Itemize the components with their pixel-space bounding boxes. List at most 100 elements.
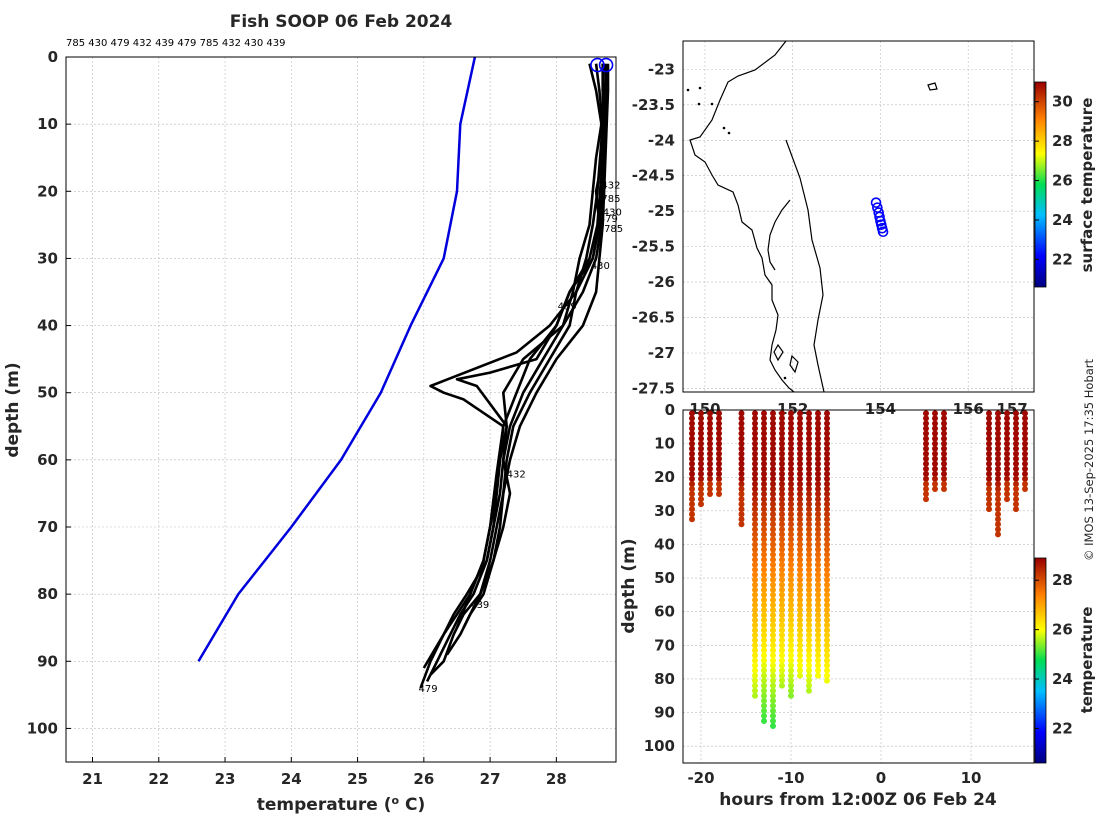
section-point bbox=[1022, 470, 1028, 477]
section-point bbox=[815, 617, 821, 624]
section-point bbox=[824, 546, 830, 553]
section-point bbox=[797, 506, 803, 513]
section-point bbox=[707, 425, 713, 432]
section-point bbox=[815, 450, 821, 457]
section-point bbox=[923, 470, 929, 477]
section-point bbox=[806, 576, 812, 583]
section-point bbox=[815, 496, 821, 503]
section-grid bbox=[683, 409, 1034, 763]
map-point bbox=[877, 226, 889, 238]
section-point bbox=[779, 440, 785, 447]
section-point bbox=[995, 496, 1001, 503]
section-point bbox=[698, 496, 704, 503]
section-point bbox=[752, 642, 758, 649]
section-point bbox=[1022, 455, 1028, 462]
section-point bbox=[797, 541, 803, 548]
temperature-colorbar-tick-label: 22 bbox=[1052, 719, 1073, 737]
section-point bbox=[779, 642, 785, 649]
section-point bbox=[1022, 410, 1028, 417]
temperature-colorbar-tick-label: 24 bbox=[1052, 670, 1073, 688]
section-point bbox=[716, 470, 722, 477]
section-point bbox=[1004, 450, 1010, 457]
section-point bbox=[779, 501, 785, 508]
section-point bbox=[923, 445, 929, 452]
section-point bbox=[689, 410, 695, 417]
section-point bbox=[770, 475, 776, 482]
section-point bbox=[815, 561, 821, 568]
section-point bbox=[788, 415, 794, 422]
section-point bbox=[806, 682, 812, 689]
section-point bbox=[761, 465, 767, 472]
section-point bbox=[770, 531, 776, 538]
temperature-colorbar-ticks: 22 24 26 28 bbox=[1035, 571, 1073, 737]
section-point bbox=[716, 491, 722, 498]
section-point bbox=[932, 430, 938, 437]
section-point bbox=[788, 667, 794, 674]
section-point bbox=[815, 491, 821, 498]
section-point bbox=[797, 652, 803, 659]
profile-annotation: 432 bbox=[507, 469, 526, 480]
section-point bbox=[752, 576, 758, 583]
map-y-tick-label: -24 bbox=[648, 131, 675, 149]
section-point bbox=[815, 622, 821, 629]
section-point bbox=[815, 652, 821, 659]
section-point bbox=[770, 662, 776, 669]
section-point bbox=[761, 632, 767, 639]
section-point bbox=[770, 692, 776, 699]
section-point bbox=[797, 546, 803, 553]
section-point bbox=[986, 501, 992, 508]
section-point bbox=[824, 667, 830, 674]
section-point bbox=[995, 526, 1001, 533]
section-point bbox=[824, 460, 830, 467]
section-point bbox=[698, 491, 704, 498]
section-point bbox=[698, 475, 704, 482]
section-point bbox=[923, 465, 929, 472]
section-point bbox=[698, 470, 704, 477]
section-point bbox=[824, 617, 830, 624]
section-point bbox=[824, 607, 830, 614]
section-point bbox=[824, 672, 830, 679]
section-point bbox=[770, 682, 776, 689]
section-point bbox=[752, 460, 758, 467]
y-tick-label: 100 bbox=[27, 719, 58, 737]
section-point bbox=[698, 410, 704, 417]
section-point bbox=[806, 420, 812, 427]
section-point bbox=[941, 440, 947, 447]
section-point bbox=[752, 516, 758, 523]
section-point bbox=[815, 511, 821, 518]
section-point bbox=[824, 622, 830, 629]
section-point bbox=[986, 491, 992, 498]
section-point bbox=[824, 586, 830, 593]
y-tick-label: 60 bbox=[37, 451, 58, 469]
section-point bbox=[770, 470, 776, 477]
section-point bbox=[752, 415, 758, 422]
section-x-tick-label: -20 bbox=[687, 769, 714, 787]
section-point bbox=[986, 445, 992, 452]
section-point bbox=[995, 516, 1001, 523]
section-point bbox=[788, 420, 794, 427]
y-tick-label: 0 bbox=[48, 48, 58, 66]
section-point bbox=[752, 627, 758, 634]
section-point bbox=[995, 531, 1001, 538]
section-point bbox=[738, 501, 745, 508]
section-point bbox=[761, 440, 767, 447]
section-point bbox=[806, 647, 812, 654]
section-point bbox=[738, 455, 745, 462]
section-point bbox=[995, 460, 1001, 467]
profile-plot: Fish SOOP 06 Feb 2024 785 430 479 432 43… bbox=[3, 12, 623, 815]
section-point bbox=[824, 556, 830, 563]
section-point bbox=[788, 607, 794, 614]
section-point bbox=[761, 702, 767, 709]
section-point bbox=[815, 647, 821, 654]
section-point bbox=[986, 486, 992, 493]
coastline bbox=[686, 41, 938, 392]
section-point bbox=[806, 687, 812, 694]
section-point bbox=[815, 637, 821, 644]
section-point bbox=[1013, 480, 1019, 487]
section-point bbox=[1013, 425, 1019, 432]
section-point bbox=[770, 712, 776, 719]
section-point bbox=[923, 480, 929, 487]
section-point bbox=[770, 556, 776, 563]
section-point bbox=[761, 556, 767, 563]
section-point bbox=[788, 561, 794, 568]
